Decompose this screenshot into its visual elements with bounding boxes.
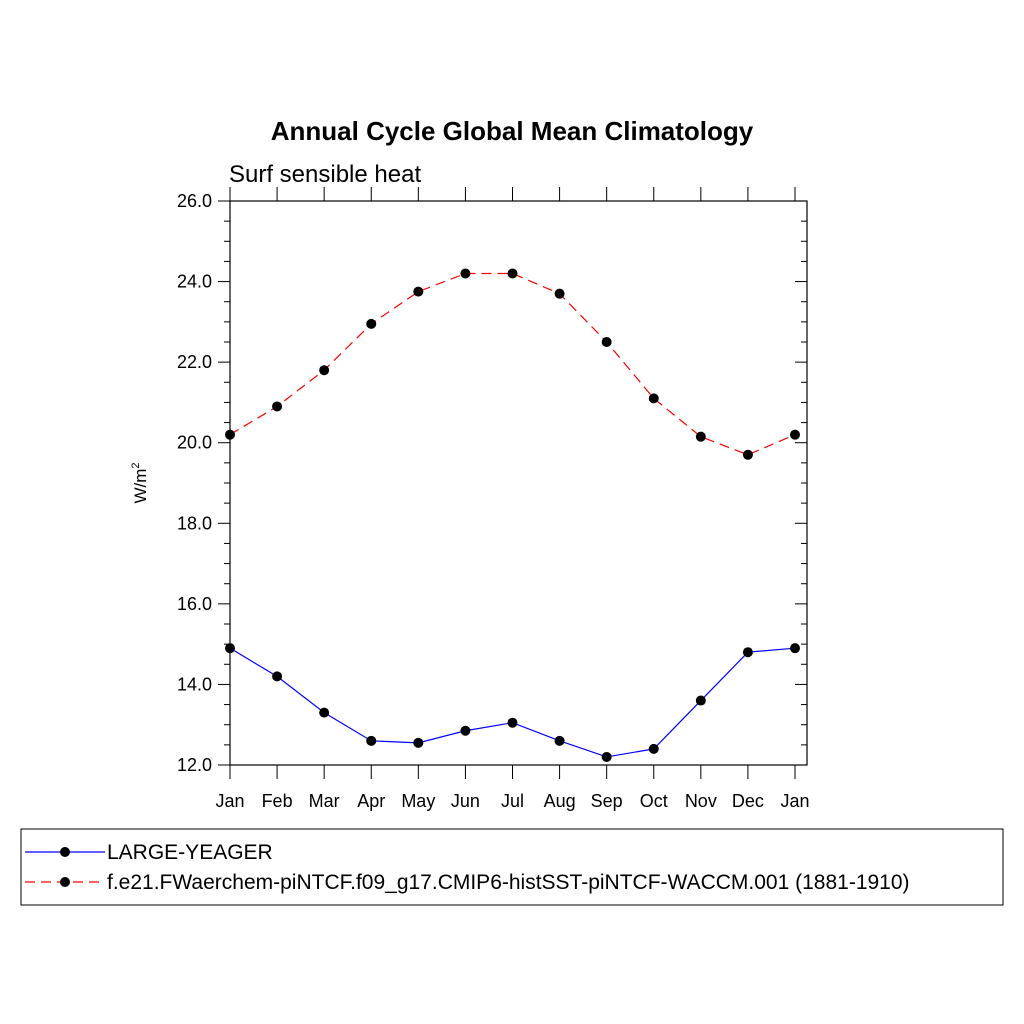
data-point <box>366 318 377 329</box>
data-point <box>648 393 659 404</box>
data-point <box>742 647 753 658</box>
y-tick-label: 14.0 <box>177 674 212 694</box>
x-tick-label: Sep <box>591 791 623 811</box>
x-tick-label: Mar <box>309 791 340 811</box>
data-point <box>319 707 330 718</box>
x-tick-label: Jun <box>451 791 480 811</box>
legend-label: f.e21.FWaerchem-piNTCF.f09_g17.CMIP6-his… <box>107 871 910 894</box>
data-point <box>695 431 706 442</box>
x-tick-label: Dec <box>732 791 764 811</box>
legend-box <box>20 828 1004 906</box>
x-tick-label: Apr <box>357 791 385 811</box>
y-axis-label-superscript: 2 <box>130 462 142 468</box>
x-tick-label: Feb <box>262 791 293 811</box>
y-tick-label: 20.0 <box>177 433 212 453</box>
data-point <box>225 643 235 654</box>
data-point <box>695 695 706 706</box>
y-tick-label: 18.0 <box>177 513 212 533</box>
y-tick-label: 24.0 <box>177 272 212 292</box>
legend: LARGE-YEAGER f.e21.FWaerchem-piNTCF.f09_g… <box>20 828 1004 906</box>
series-line <box>229 647 796 758</box>
data-point <box>554 288 565 299</box>
data-point <box>554 735 565 746</box>
data-point <box>460 268 471 279</box>
data-point <box>507 717 518 728</box>
data-point <box>319 365 330 376</box>
x-tick-label: Jan <box>780 791 809 811</box>
x-tick-label: Jul <box>501 791 524 811</box>
y-tick-label: 16.0 <box>177 594 212 614</box>
data-point <box>366 735 377 746</box>
chart-title: Annual Cycle Global Mean Climatology <box>271 116 754 146</box>
legend-marker <box>60 877 70 887</box>
y-axis-label: W/m2 <box>130 462 150 503</box>
data-point <box>272 401 283 412</box>
x-tick-label: Jan <box>215 791 244 811</box>
y-tick-label: 26.0 <box>177 191 212 211</box>
data-point <box>601 337 612 347</box>
y-axis-label-base: W/m <box>131 469 150 504</box>
x-tick-label: Aug <box>544 791 576 811</box>
x-tick-label: May <box>401 791 435 811</box>
data-point <box>790 429 800 440</box>
legend-label: LARGE-YEAGER <box>107 841 273 864</box>
data-point <box>413 737 424 748</box>
x-tick-label: Nov <box>685 791 717 811</box>
data-point <box>272 671 283 682</box>
data-point <box>790 643 800 654</box>
x-tick-label: Oct <box>640 791 668 811</box>
y-tick-label: 22.0 <box>177 352 212 372</box>
data-point <box>460 725 471 736</box>
series-line <box>229 272 796 456</box>
data-point <box>742 449 753 460</box>
data-point <box>225 429 235 440</box>
y-tick-label: 12.0 <box>177 755 212 775</box>
data-point <box>648 743 659 754</box>
data-point <box>601 751 612 762</box>
data-point <box>413 286 424 297</box>
legend-marker <box>60 847 70 857</box>
chart-subtitle: Surf sensible heat <box>229 161 421 188</box>
plot-area: 12.0 14.0 16.0 18.0 20.0 22.0 24.0 26.0 Jan Feb Ma… <box>130 187 810 811</box>
data-point <box>507 268 518 279</box>
